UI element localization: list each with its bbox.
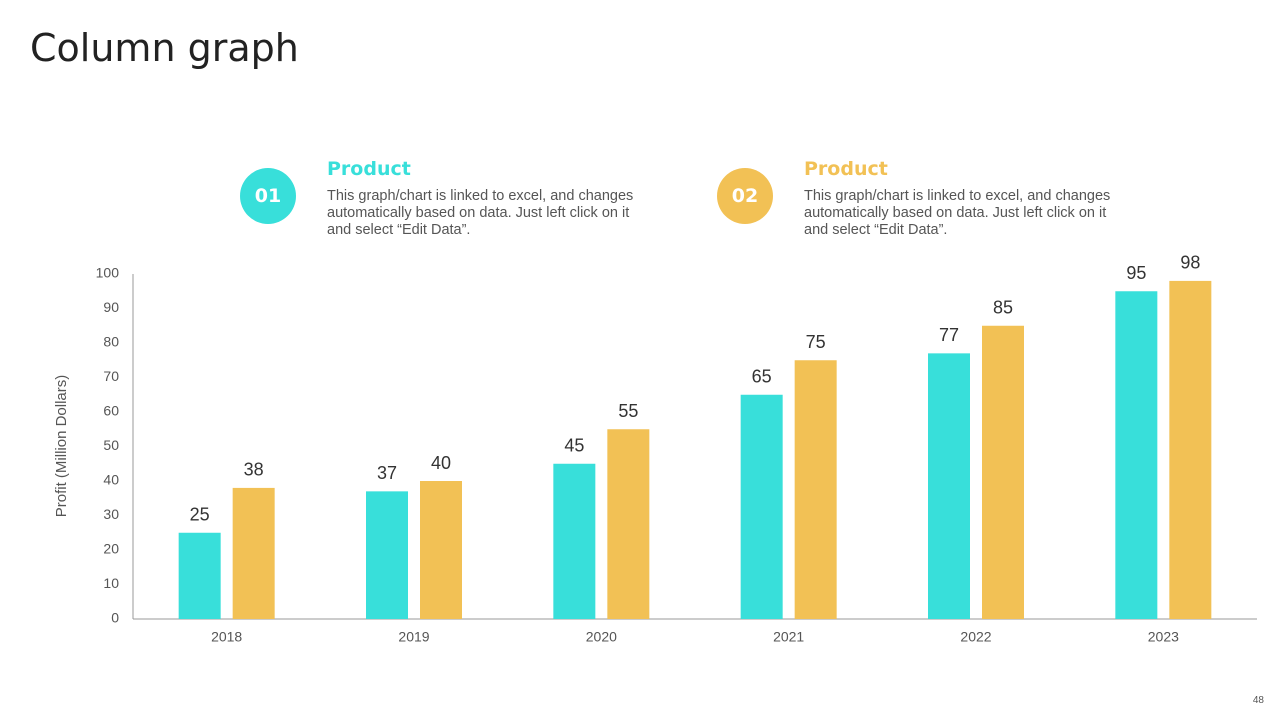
data-label: 85 xyxy=(993,298,1013,318)
data-label: 25 xyxy=(190,505,210,525)
y-axis-label: Profit (Million Dollars) xyxy=(53,375,70,518)
legend-description: This graph/chart is linked to excel, and… xyxy=(327,188,634,238)
y-tick-label: 100 xyxy=(96,265,120,281)
data-label: 95 xyxy=(1126,263,1146,283)
data-label: 65 xyxy=(752,367,772,387)
y-tick-label: 10 xyxy=(103,575,119,591)
y-tick-label: 50 xyxy=(103,437,119,453)
x-tick-label: 2020 xyxy=(586,629,617,645)
bar xyxy=(740,394,783,619)
y-tick-label: 60 xyxy=(103,403,119,419)
x-tick-label: 2023 xyxy=(1148,629,1179,645)
x-tick-label: 2019 xyxy=(398,629,429,645)
data-label: 38 xyxy=(244,460,264,480)
y-tick-label: 30 xyxy=(103,506,119,522)
bar xyxy=(178,532,221,619)
legend-name: Product xyxy=(804,158,888,180)
legend-description: This graph/chart is linked to excel, and… xyxy=(804,188,1111,238)
y-tick-label: 80 xyxy=(103,334,119,350)
x-tick-label: 2018 xyxy=(211,629,242,645)
bar xyxy=(982,325,1024,619)
x-tick-label: 2022 xyxy=(960,629,991,645)
y-tick-label: 40 xyxy=(103,472,119,488)
data-label: 40 xyxy=(431,453,451,473)
bar xyxy=(232,487,275,619)
page-number: 48 xyxy=(1252,695,1264,706)
data-label: 45 xyxy=(564,436,584,456)
bar xyxy=(928,353,970,619)
bar xyxy=(794,360,837,619)
bar xyxy=(607,429,650,619)
y-tick-label: 20 xyxy=(103,541,119,557)
bar xyxy=(1169,280,1212,619)
bar xyxy=(420,481,462,619)
y-tick-label: 90 xyxy=(103,299,119,315)
legend-name: Product xyxy=(327,158,411,180)
x-tick-label: 2021 xyxy=(773,629,804,645)
y-tick-label: 0 xyxy=(111,610,119,626)
data-label: 75 xyxy=(806,332,826,352)
bar xyxy=(553,463,596,619)
legend-badge: 01 xyxy=(240,168,296,224)
slide-title: Column graph xyxy=(30,26,299,70)
data-label: 55 xyxy=(618,401,638,421)
data-label: 77 xyxy=(939,325,959,345)
legend-badge: 02 xyxy=(717,168,773,224)
y-tick-label: 70 xyxy=(103,368,119,384)
data-label: 37 xyxy=(377,463,397,483)
bar xyxy=(366,491,408,619)
bar xyxy=(1115,291,1158,619)
data-label: 98 xyxy=(1180,253,1200,273)
